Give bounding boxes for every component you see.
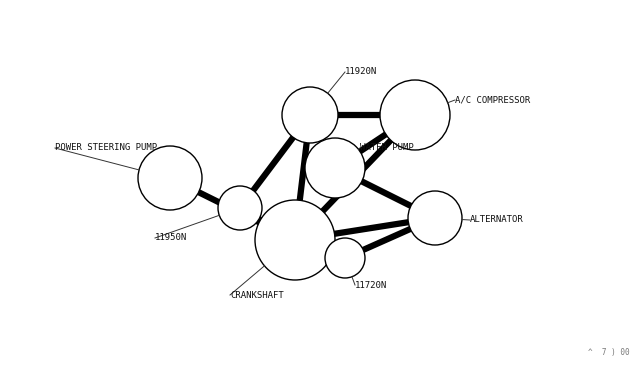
Text: A/C COMPRESSOR: A/C COMPRESSOR: [455, 96, 531, 105]
Text: 11950N: 11950N: [155, 234, 188, 243]
Circle shape: [408, 191, 462, 245]
Text: CRANKSHAFT: CRANKSHAFT: [230, 291, 284, 299]
Text: ^  7 ) 00: ^ 7 ) 00: [588, 348, 630, 357]
Text: ALTERNATOR: ALTERNATOR: [470, 215, 524, 224]
Circle shape: [380, 80, 450, 150]
Circle shape: [218, 186, 262, 230]
Text: WATER PUMP: WATER PUMP: [360, 144, 413, 153]
Text: POWER STEERING PUMP: POWER STEERING PUMP: [55, 144, 157, 153]
Circle shape: [325, 238, 365, 278]
Circle shape: [255, 200, 335, 280]
Text: 11920N: 11920N: [345, 67, 377, 77]
Circle shape: [138, 146, 202, 210]
Circle shape: [282, 87, 338, 143]
Text: 11720N: 11720N: [355, 280, 387, 289]
Circle shape: [305, 138, 365, 198]
